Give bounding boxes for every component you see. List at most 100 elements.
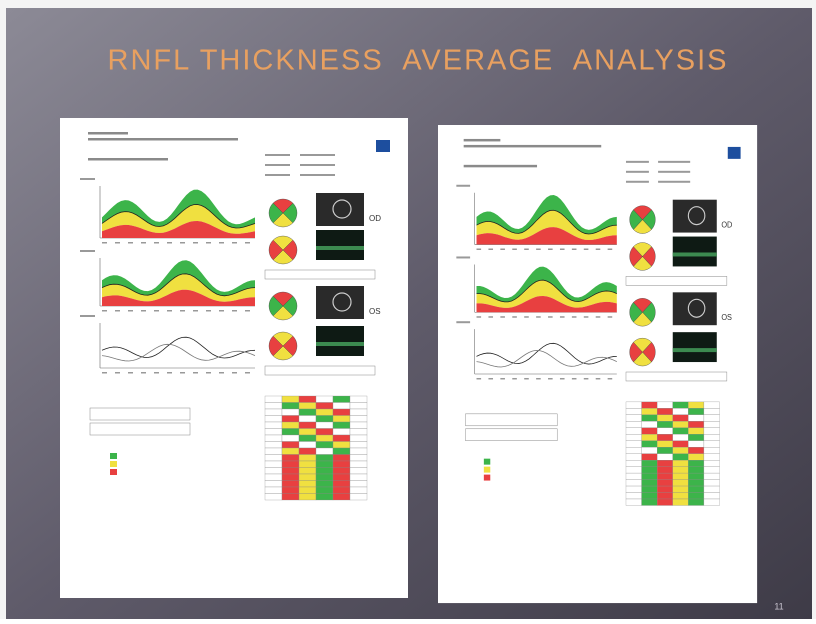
table-cell <box>688 402 704 408</box>
oct-layer <box>316 246 364 250</box>
table-cell <box>626 415 642 421</box>
table-cell <box>688 434 704 440</box>
table-cell <box>299 422 316 429</box>
tick-label <box>512 378 517 379</box>
tick-label <box>167 372 172 374</box>
table-cell <box>657 493 673 499</box>
table-cell <box>688 408 704 414</box>
table-cell <box>704 480 720 486</box>
graph-label <box>80 315 95 317</box>
tick-label <box>102 310 107 312</box>
table-cell <box>642 434 658 440</box>
tick-label <box>524 316 529 317</box>
table-cell <box>626 499 642 505</box>
tick-label <box>548 378 553 379</box>
table-cell <box>673 421 689 427</box>
tick-label <box>102 372 107 374</box>
table-cell <box>704 441 720 447</box>
graph-label <box>456 321 470 323</box>
graph-label <box>80 250 95 252</box>
table-cell <box>316 435 333 442</box>
tick-label <box>232 310 237 312</box>
table-cell <box>673 499 689 505</box>
tick-label <box>477 316 482 317</box>
fundus-image <box>673 292 717 325</box>
table-cell <box>688 460 704 466</box>
tick-label <box>193 372 198 374</box>
table-cell <box>265 468 282 475</box>
legend-border <box>110 461 117 467</box>
table-cell <box>299 487 316 494</box>
logo <box>376 140 390 152</box>
table-cell <box>350 468 367 475</box>
table-cell <box>316 461 333 468</box>
tick-label <box>232 372 237 374</box>
tick-label <box>206 372 211 374</box>
tick-label <box>584 249 589 250</box>
tick-label <box>154 310 159 312</box>
table-cell <box>704 467 720 473</box>
legend-border <box>484 467 490 473</box>
table-cell <box>350 396 367 403</box>
table-cell <box>642 499 658 505</box>
table-cell <box>282 416 299 423</box>
oct-scan <box>316 230 364 260</box>
info-text <box>658 161 690 163</box>
table-cell <box>299 442 316 449</box>
table-cell <box>316 455 333 462</box>
table-cell <box>626 467 642 473</box>
info-text <box>658 171 690 173</box>
table-cell <box>299 468 316 475</box>
tick-label <box>488 378 493 379</box>
info-text <box>300 154 335 156</box>
tick-label <box>572 316 577 317</box>
tick-label <box>219 372 224 374</box>
table-cell <box>265 422 282 429</box>
table-cell <box>673 454 689 460</box>
oct-layer <box>673 348 717 352</box>
tick-label <box>219 242 224 244</box>
graph-label <box>456 256 470 258</box>
table-cell <box>657 486 673 492</box>
table-cell <box>657 454 673 460</box>
table-cell <box>688 467 704 473</box>
table-cell <box>673 486 689 492</box>
table-cell <box>657 415 673 421</box>
table-cell <box>299 409 316 416</box>
table-cell <box>350 403 367 410</box>
tick-label <box>206 242 211 244</box>
tick-label <box>524 378 529 379</box>
tick-label <box>536 249 541 250</box>
tick-label <box>154 242 159 244</box>
table-cell <box>316 429 333 436</box>
table-cell <box>626 428 642 434</box>
tick-label <box>548 316 553 317</box>
table-cell <box>316 416 333 423</box>
table-cell <box>350 461 367 468</box>
table-cell <box>626 441 642 447</box>
table-cell <box>299 396 316 403</box>
table-cell <box>642 408 658 414</box>
tick-label <box>102 242 107 244</box>
table-cell <box>704 460 720 466</box>
table-cell <box>350 448 367 455</box>
tick-label <box>245 372 250 374</box>
info-text <box>658 181 690 183</box>
table-cell <box>642 402 658 408</box>
tick-label <box>572 378 577 379</box>
table-cell <box>642 447 658 453</box>
table-cell <box>350 416 367 423</box>
tick-label <box>128 310 133 312</box>
table-cell <box>350 422 367 429</box>
table-cell <box>626 493 642 499</box>
info-text <box>265 154 290 156</box>
table-cell <box>642 460 658 466</box>
table-cell <box>673 473 689 479</box>
info-text <box>626 171 649 173</box>
table-cell <box>316 481 333 488</box>
table-cell <box>282 468 299 475</box>
table-cell <box>282 494 299 501</box>
tick-label <box>141 372 146 374</box>
table-cell <box>704 447 720 453</box>
tick-label <box>488 316 493 317</box>
